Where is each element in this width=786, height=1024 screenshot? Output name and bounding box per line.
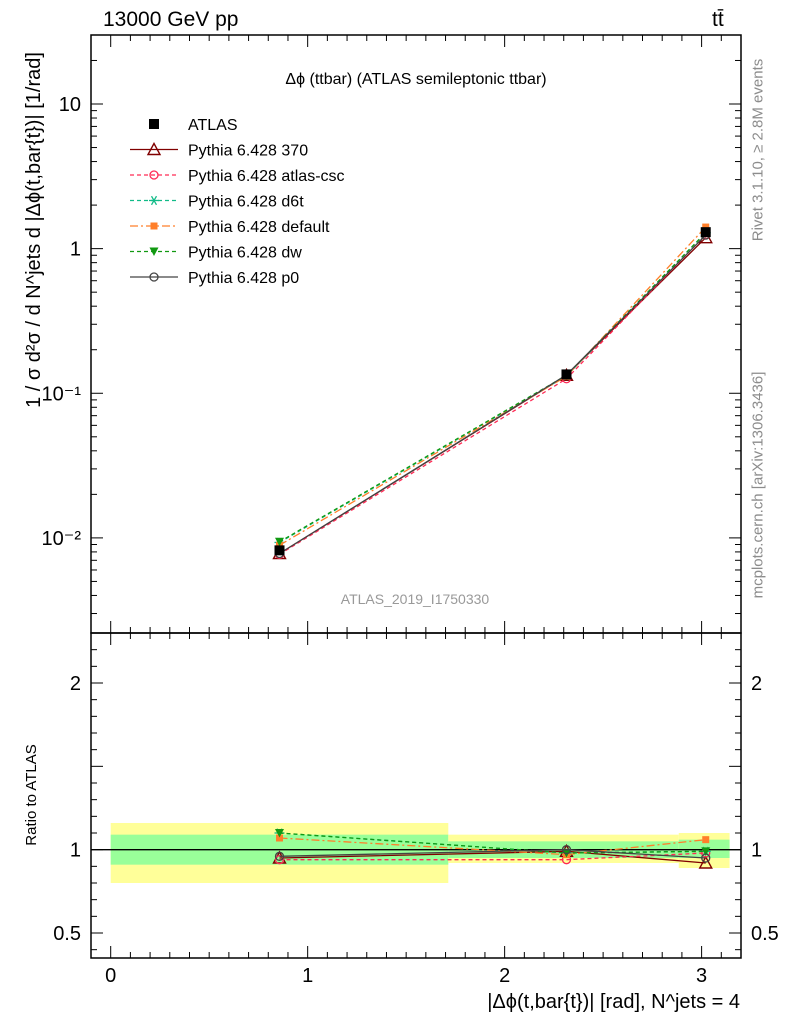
legend-marker-pythia-6-428-d6t [149,195,159,206]
ratio-point-pythia-6-428-p0 [701,853,711,863]
x-tick-label: 3 [696,965,707,987]
ratio-y-tick-label-right: 0.5 [751,923,779,945]
ratio-line-pythia-6-428-p0 [279,849,706,859]
ratio-y-tick-label-right: 2 [751,673,762,695]
x-axis: 0 1 2 3 [105,35,722,987]
process-label: tt̄ [712,8,724,31]
ratio-point-pythia-6-428-p0 [561,845,572,855]
legend-label-pythia-6-428-p0: Pythia 6.428 p0 [188,270,299,287]
main-y-tick-label: 10⁻² [42,528,82,550]
main-y-axis-label: 1 / σ d²σ / d N^jets d |Δϕ(t,bar{t})| [1… [23,52,45,408]
ratio-series-group [272,828,713,869]
ratio-point-pythia-6-428-dw [275,829,284,838]
legend-entry-pythia-6-428-atlas-csc: Pythia 6.428 atlas-csc [130,168,345,185]
x-tick-label: 2 [499,965,510,987]
legend-marker-pythia-6-428-default [150,222,158,230]
ratio-y-tick-label: 2 [70,673,81,695]
x-axis-label: |Δϕ(t,bar{t})| [rad], N^jets = 4 [487,991,740,1013]
main-y-axis: 10⁻² 10⁻¹ 1 10 [42,34,741,615]
legend-label-pythia-6-428-dw: Pythia 6.428 dw [188,245,302,262]
atlas-data-point [274,545,285,556]
ratio-point-pythia-6-428-p0 [274,851,285,861]
main-series-pythia-6-428-dw [275,228,711,547]
legend-label-pythia-6-428-default: Pythia 6.428 default [188,219,330,236]
main-line-pythia-6-428-default [279,226,707,546]
legend-marker-atlas [149,119,159,129]
legend-entry-pythia-6-428-dw: Pythia 6.428 dw [130,245,302,262]
legend-label-pythia-6-428-atlas-csc: Pythia 6.428 atlas-csc [188,168,345,185]
legend-marker-pythia-6-428-p0 [149,272,159,282]
legend-label-pythia-6-428-370: Pythia 6.428 370 [188,143,308,160]
ratio-y-tick-label-right: 1 [751,840,762,862]
ratio-series-pythia-6-428-p0 [274,845,711,863]
ratio-series-pythia-6-428-dw [275,829,711,858]
legend-entry-pythia-6-428-default: Pythia 6.428 default [130,219,330,236]
legend-label-atlas: ATLAS [188,117,238,134]
main-y-tick-label: 10 [59,94,81,116]
main-y-tick-label: 10⁻¹ [42,383,82,405]
main-line-pythia-6-428-atlas-csc [279,234,707,555]
ratio-y-tick-label: 1 [70,840,81,862]
ratio-y-axis-label: Ratio to ATLAS [23,744,40,845]
legend-entry-atlas: ATLAS [149,117,238,134]
main-line-pythia-6-428-dw [279,232,707,543]
atlas-data-point [561,369,572,380]
ratio-point-pythia-6-428-370 [698,855,713,869]
legend-label-pythia-6-428-d6t: Pythia 6.428 d6t [188,194,304,211]
plot-title: Δϕ (ttbar) (ATLAS semileptonic ttbar) [285,71,546,88]
atlas-data-point [700,227,711,238]
main-line-pythia-6-428-d6t [279,232,707,544]
analysis-watermark: ATLAS_2019_I1750330 [341,591,490,607]
legend-marker-pythia-6-428-atlas-csc [149,170,159,180]
main-point-pythia-6-428-dw [275,537,284,547]
ratio-plot-frame [90,632,742,959]
ratio-point-pythia-6-428-default [276,834,283,842]
legend-marker-pythia-6-428-dw [149,247,159,256]
ratio-y-tick-label: 0.5 [53,923,81,945]
main-series-pythia-6-428-default [276,223,710,549]
main-series-group [272,223,713,560]
energy-label: 13000 GeV pp [103,8,239,31]
legend-entry-pythia-6-428-370: Pythia 6.428 370 [130,142,308,160]
ratio-point-pythia-6-428-dw [701,847,711,856]
ratio-point-pythia-6-428-atlas-csc [274,855,285,865]
ratio-point-pythia-6-428-default [702,836,710,844]
legend-entry-pythia-6-428-p0: Pythia 6.428 p0 [130,270,299,287]
main-point-pythia-6-428-default [702,223,710,231]
legend-entry-pythia-6-428-d6t: Pythia 6.428 d6t [130,194,304,211]
main-series-pythia-6-428-d6t [274,227,711,548]
main-line-pythia-6-428-370 [279,237,707,555]
x-tick-label: 1 [302,965,313,987]
main-y-tick-label: 1 [70,239,81,261]
x-tick-label: 0 [105,965,116,987]
main-series-atlas [274,227,711,556]
legend: ATLAS Pythia 6.428 370 Pythia 6.428 atlas-… [130,117,345,287]
ratio-line-pythia-6-428-default [279,837,706,856]
ratio-y-axis: 0.5 0.5 1 1 2 2 [53,649,779,951]
legend-marker-pythia-6-428-370 [146,142,162,156]
